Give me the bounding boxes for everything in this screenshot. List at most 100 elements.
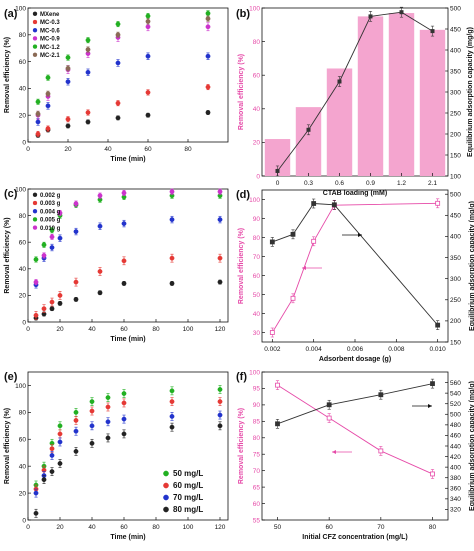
series-point	[430, 381, 435, 387]
data-point	[145, 13, 151, 19]
data-point	[205, 24, 211, 30]
y-tick-label: 50	[253, 292, 261, 299]
x-tick-label: 0.6	[335, 180, 344, 187]
data-point	[32, 36, 38, 41]
y-axis-label: Removal efficiency (%)	[238, 228, 245, 304]
y-tick-label: 30	[253, 330, 261, 337]
x-tick-label: 100	[183, 524, 194, 531]
y-axis-label: Removal efficiency (%)	[4, 217, 11, 293]
x-tick-label: 0	[276, 180, 280, 187]
capacity-point	[337, 79, 342, 84]
data-point	[41, 306, 47, 312]
chart-panel-e: (e) Removal efficiency (%) Time (min) 0 20 40…	[4, 371, 229, 541]
bar	[388, 13, 415, 177]
y-tick-label: 60	[253, 501, 261, 508]
data-point	[105, 435, 111, 441]
x-tick-label: 80	[152, 326, 160, 333]
data-point	[169, 281, 175, 286]
data-point	[49, 227, 55, 233]
data-point	[217, 217, 223, 222]
data-point	[169, 413, 175, 419]
data-point	[205, 16, 211, 22]
y2-tick-label: 150	[450, 152, 461, 159]
y-tick-label: 60	[19, 240, 27, 247]
data-point	[32, 44, 38, 49]
capacity-point	[430, 29, 435, 34]
x-axis-label: Time (min)	[110, 336, 145, 343]
capacity-point	[368, 14, 373, 19]
y-tick-label: 80	[19, 32, 27, 39]
panel-label: (d)	[236, 189, 250, 201]
data-point	[145, 24, 151, 30]
y-tick-label: 100	[249, 5, 260, 12]
x-tick-label: 0.010	[430, 346, 447, 353]
y-tick-label: 0	[22, 517, 26, 524]
x-tick-label: 20	[64, 146, 72, 153]
y-tick-label: 90	[253, 216, 261, 223]
legend-label: MC-0.9	[40, 37, 60, 43]
data-point	[217, 412, 223, 418]
x-tick-label: 80	[184, 146, 192, 153]
data-point	[115, 115, 121, 121]
data-point	[121, 391, 127, 396]
y-tick-label: 90	[253, 402, 261, 409]
data-point	[32, 200, 38, 206]
y2-tick-label: 360	[450, 486, 461, 493]
data-point	[32, 28, 38, 33]
legend-label: MXene	[40, 12, 60, 18]
y-tick-label: 40	[253, 311, 261, 318]
data-point	[97, 223, 103, 229]
axis-arrow-head	[358, 233, 362, 237]
x-tick-label: 80	[429, 524, 437, 531]
series-point	[435, 200, 441, 206]
data-point	[65, 79, 71, 85]
data-point	[45, 91, 51, 97]
data-point	[169, 189, 175, 195]
x-axis-label: Initial CFZ concentration (mg/L)	[302, 534, 407, 541]
legend-label: 50 mg/L	[173, 469, 203, 478]
series-point	[378, 448, 384, 454]
data-point	[32, 225, 38, 230]
legend: MXene MC-0.3 MC-0.6 MC-0.9 MC-1.2 MC-2.1	[32, 11, 60, 59]
y-tick-label: 20	[19, 490, 27, 497]
data-point	[73, 448, 79, 454]
axis-arrow-head	[428, 404, 432, 408]
data-point	[35, 131, 41, 137]
x-tick-label: 60	[120, 326, 128, 333]
x-tick-label: 0	[26, 326, 30, 333]
x-tick-label: 60	[120, 524, 128, 531]
y-tick-label: 80	[253, 235, 261, 242]
y2-tick-label: 150	[450, 339, 461, 346]
data-point	[33, 490, 39, 496]
y-tick-label: 65	[253, 484, 261, 491]
data-point	[73, 418, 79, 423]
data-point	[49, 453, 55, 458]
data-point	[217, 387, 223, 392]
data-point	[57, 439, 63, 445]
y2-tick-label: 200	[450, 131, 461, 138]
legend-label: 70 mg/L	[173, 493, 203, 502]
y2-tick-label: 460	[450, 433, 461, 440]
data-point	[57, 235, 63, 241]
data-point	[32, 208, 38, 214]
y-tick-label: 20	[19, 293, 27, 300]
capacity-point	[306, 127, 311, 132]
data-point	[163, 506, 169, 513]
legend-label: 0.002 g	[40, 193, 61, 199]
series-point	[311, 201, 317, 206]
data-point	[41, 477, 47, 483]
series-point	[269, 239, 275, 245]
data-point	[145, 90, 151, 95]
data-point	[41, 253, 47, 258]
data-point	[33, 279, 39, 285]
data-point	[121, 416, 127, 422]
data-point	[32, 11, 38, 17]
series-point	[331, 202, 337, 208]
series-line	[271, 202, 438, 333]
y2-tick-label: 250	[450, 110, 461, 117]
data-point	[205, 53, 211, 59]
y2-tick-label: 100	[450, 173, 461, 180]
legend-label: MC-0.6	[40, 28, 60, 34]
y-axis-label: Removal efficiency (%)	[4, 408, 11, 484]
panel-label: (a)	[4, 8, 18, 20]
